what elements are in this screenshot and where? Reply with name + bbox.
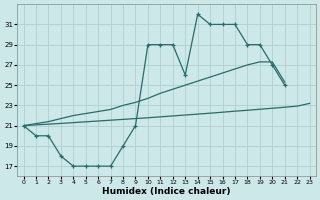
- X-axis label: Humidex (Indice chaleur): Humidex (Indice chaleur): [102, 187, 231, 196]
